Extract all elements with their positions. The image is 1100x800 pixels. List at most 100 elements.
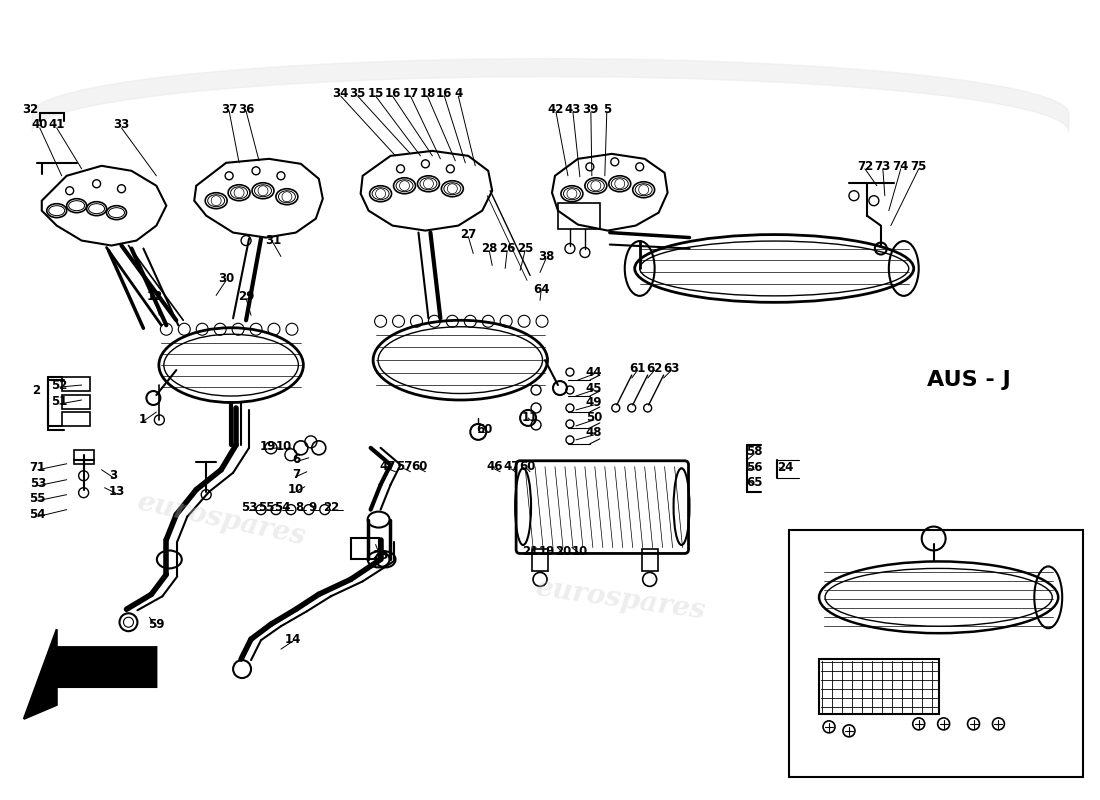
- Circle shape: [66, 186, 74, 194]
- Text: 61: 61: [629, 362, 646, 374]
- Text: 27: 27: [460, 228, 476, 241]
- Text: 38: 38: [538, 250, 554, 263]
- Circle shape: [447, 165, 454, 173]
- Text: 58: 58: [746, 446, 762, 458]
- Text: 74: 74: [892, 160, 909, 174]
- Circle shape: [586, 163, 594, 170]
- Bar: [62, 377, 89, 391]
- Text: 47: 47: [503, 460, 519, 474]
- Circle shape: [226, 172, 233, 180]
- Circle shape: [277, 172, 285, 180]
- Text: 53: 53: [30, 478, 46, 490]
- Text: 6: 6: [292, 454, 300, 466]
- Circle shape: [252, 167, 260, 174]
- Text: 45: 45: [585, 382, 602, 394]
- FancyBboxPatch shape: [516, 461, 689, 554]
- Text: 72: 72: [857, 160, 873, 174]
- Text: 60: 60: [411, 460, 428, 474]
- Text: 34: 34: [332, 86, 349, 99]
- Text: 22: 22: [322, 501, 339, 514]
- Text: 71: 71: [30, 462, 46, 474]
- Text: 31: 31: [265, 234, 282, 247]
- Text: 44: 44: [585, 366, 602, 378]
- Text: 49: 49: [585, 397, 602, 410]
- Text: 10: 10: [276, 440, 293, 454]
- Text: 24: 24: [777, 462, 793, 474]
- Bar: [62, 412, 89, 426]
- Text: 50: 50: [585, 411, 602, 425]
- Text: 18: 18: [419, 86, 436, 99]
- Polygon shape: [24, 630, 156, 719]
- Bar: [62, 395, 89, 409]
- Text: 56: 56: [746, 462, 762, 474]
- Text: 37: 37: [221, 102, 238, 115]
- Text: 3: 3: [110, 470, 118, 482]
- Text: 64: 64: [532, 283, 549, 296]
- Text: 8: 8: [295, 501, 302, 514]
- Text: 43: 43: [564, 102, 581, 115]
- Text: 14: 14: [285, 633, 301, 646]
- Text: 39: 39: [583, 102, 600, 115]
- Text: 28: 28: [481, 242, 497, 255]
- Text: 65: 65: [746, 476, 762, 490]
- Text: 12: 12: [146, 290, 163, 303]
- Circle shape: [610, 158, 619, 166]
- Text: 40: 40: [32, 118, 48, 131]
- Bar: [558, 202, 600, 229]
- Bar: [74, 450, 94, 464]
- Bar: [789, 530, 1084, 777]
- Text: 54: 54: [274, 501, 290, 514]
- Text: 32: 32: [22, 102, 37, 115]
- Text: 42: 42: [548, 102, 564, 115]
- Text: 35: 35: [350, 86, 366, 99]
- Text: 46: 46: [486, 460, 503, 474]
- Text: 48: 48: [585, 426, 602, 439]
- Bar: [532, 550, 548, 571]
- Text: 4: 4: [454, 86, 462, 99]
- Circle shape: [421, 160, 429, 168]
- Text: 30: 30: [218, 272, 234, 285]
- Text: 51: 51: [52, 395, 68, 409]
- Text: 11: 11: [521, 411, 538, 425]
- Bar: [351, 538, 378, 559]
- Text: 54: 54: [30, 508, 46, 521]
- Text: 53: 53: [241, 501, 257, 514]
- Text: 62: 62: [647, 362, 663, 374]
- Text: 41: 41: [48, 118, 65, 131]
- Text: 55: 55: [257, 501, 274, 514]
- Text: 57: 57: [396, 460, 412, 474]
- Text: 10: 10: [572, 545, 588, 558]
- Bar: [820, 659, 938, 714]
- Text: 19: 19: [260, 440, 276, 454]
- Text: 52: 52: [52, 378, 68, 391]
- Text: 63: 63: [663, 362, 680, 374]
- Circle shape: [636, 163, 644, 170]
- Text: 17: 17: [403, 86, 419, 99]
- Text: 59: 59: [148, 618, 165, 630]
- Text: 21: 21: [521, 545, 538, 558]
- Text: 55: 55: [30, 492, 46, 505]
- Text: 15: 15: [367, 86, 384, 99]
- Text: AUS - J: AUS - J: [926, 370, 1011, 390]
- Text: 9: 9: [309, 501, 317, 514]
- Text: 1: 1: [139, 414, 146, 426]
- Text: 25: 25: [517, 242, 534, 255]
- Text: 10: 10: [288, 483, 304, 496]
- Circle shape: [118, 185, 125, 193]
- Text: 33: 33: [113, 118, 130, 131]
- Text: 7: 7: [292, 468, 300, 482]
- Circle shape: [396, 165, 405, 173]
- Text: 5: 5: [603, 102, 611, 115]
- Text: 16: 16: [437, 86, 452, 99]
- Text: 73: 73: [874, 160, 891, 174]
- Circle shape: [92, 180, 100, 188]
- Text: 36: 36: [238, 102, 254, 115]
- Text: 23: 23: [373, 549, 388, 562]
- Text: 29: 29: [238, 290, 254, 303]
- Text: 20: 20: [554, 545, 571, 558]
- Text: 13: 13: [109, 485, 124, 498]
- Text: 47: 47: [379, 460, 396, 474]
- Text: 60: 60: [519, 460, 536, 474]
- Text: eurospares: eurospares: [134, 489, 308, 550]
- Text: 60: 60: [476, 423, 493, 436]
